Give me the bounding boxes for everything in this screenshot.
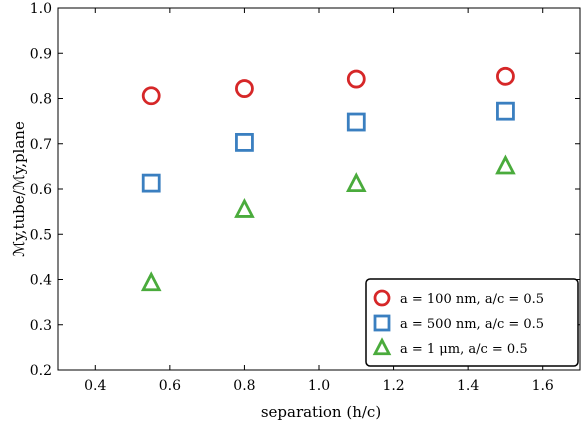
square-point: [235, 132, 254, 152]
circle-point: [346, 69, 366, 89]
square-point: [141, 173, 161, 193]
x-tick-label: 0.6: [159, 378, 181, 394]
circle-point: [496, 66, 515, 86]
legend: a = 100 nm, a/c = 0.5 a = 500 nm, a/c = 0…: [365, 278, 579, 367]
triangle-point: [495, 154, 516, 175]
y-tick-label: 0.9: [30, 46, 52, 62]
x-axis-label: separation (h/c): [261, 403, 381, 421]
series-square: [141, 101, 515, 193]
y-tick-label: 0.7: [30, 137, 52, 153]
triangle-point: [345, 172, 367, 193]
y-tick-label: 0.3: [30, 318, 52, 334]
series-circle: [141, 66, 515, 106]
x-tick-label: 1.0: [308, 378, 330, 394]
y-axis-label: ℳy,tube/ℳy,plane: [10, 121, 28, 257]
triangle-point: [234, 197, 255, 218]
legend-circle-marker: [373, 289, 391, 307]
x-tick-label: 0.4: [84, 378, 106, 394]
y-tick-label: 0.8: [30, 92, 52, 108]
circle-point: [235, 79, 254, 98]
legend-box: [365, 278, 579, 367]
legend-square-marker: [373, 314, 391, 332]
legend-label: a = 100 nm, a/c = 0.5: [400, 292, 544, 307]
legend-triangle-marker: [372, 337, 392, 356]
y-tick-label: 1.0: [30, 1, 52, 17]
x-tick-label: 1.2: [382, 378, 404, 394]
circle-point: [141, 86, 161, 106]
x-tick-label: 0.8: [233, 378, 255, 394]
x-tick-label: 1.6: [532, 378, 554, 394]
x-tick-label: 1.4: [457, 378, 479, 394]
series-triangle: [140, 154, 516, 292]
y-tick-label: 0.6: [30, 182, 52, 198]
y-tick-label: 0.2: [30, 363, 52, 379]
plot-area: 0.4 0.6 0.8 1.0 1.2 1.4 1.6 0.2 0.3 0.4 0.5 0.6 0.7 0…: [30, 1, 581, 394]
square-point: [496, 101, 515, 121]
legend-label: a = 500 nm, a/c = 0.5: [400, 317, 544, 332]
square-point: [346, 112, 366, 132]
triangle-point: [140, 271, 162, 292]
y-tick-label: 0.5: [30, 227, 52, 243]
y-tick-label: 0.4: [30, 273, 52, 289]
legend-label: a = 1 μm, a/c = 0.5: [400, 342, 528, 357]
